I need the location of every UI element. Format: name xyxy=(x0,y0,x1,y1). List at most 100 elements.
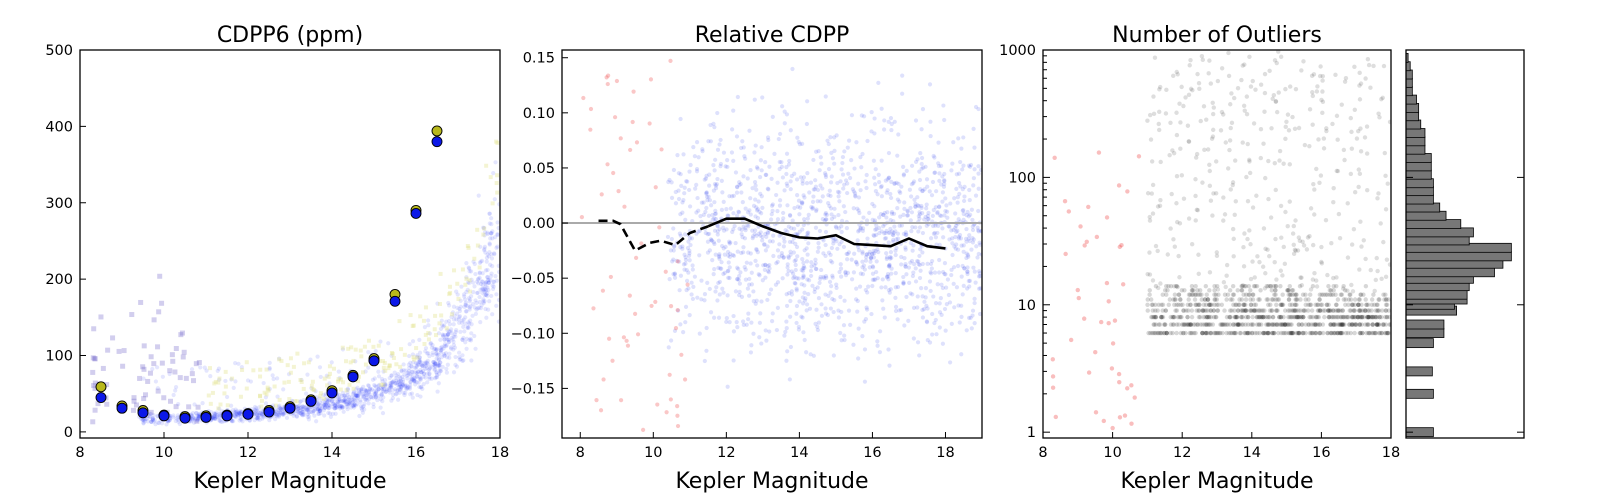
outliers-point xyxy=(1320,78,1325,83)
histogram-bar xyxy=(1405,338,1434,349)
cdpp6-scatter-point xyxy=(469,294,474,299)
outliers-point xyxy=(1287,162,1292,167)
cdpp6-scatter-point xyxy=(239,417,244,422)
cdpp6-scatter-point xyxy=(451,339,456,344)
cdpp6-scatter-point xyxy=(304,407,309,412)
cdpp6-scatter-point xyxy=(355,394,360,399)
relative-cdpp-point xyxy=(721,246,726,251)
outliers-point xyxy=(1264,283,1269,289)
outliers-point xyxy=(1379,330,1385,336)
cdpp6-scatter-point xyxy=(300,406,306,412)
cdpp6-scatter-point xyxy=(317,396,322,401)
outliers-point xyxy=(1171,150,1177,156)
outliers-point xyxy=(1338,330,1344,336)
cdpp6-scatter-point xyxy=(326,406,331,411)
outliers-point xyxy=(1254,193,1259,198)
relative-cdpp-point xyxy=(778,131,783,137)
relative-cdpp-point xyxy=(831,309,836,315)
outliers-point xyxy=(1244,174,1249,180)
outliers-point xyxy=(1193,302,1198,307)
relative-cdpp-point xyxy=(947,300,953,305)
outliers-point xyxy=(1379,96,1384,102)
cdpp6-yellow-point xyxy=(447,292,452,297)
cdpp6-yellow-point xyxy=(225,403,230,408)
outliers-point xyxy=(1274,322,1279,327)
cdpp6-scatter-point xyxy=(442,343,447,349)
relative-cdpp-point xyxy=(855,206,860,211)
outliers-point xyxy=(1188,322,1193,327)
cdpp6-scatter-point xyxy=(495,232,500,238)
relative-cdpp-point xyxy=(952,305,957,310)
relative-cdpp-point xyxy=(743,156,748,161)
relative-cdpp-point xyxy=(928,261,934,267)
relative-cdpp-point xyxy=(797,212,802,217)
cdpp6-scatter-point xyxy=(167,418,172,423)
relative-cdpp-point xyxy=(739,190,744,195)
cdpp6-scatter-point xyxy=(483,288,488,294)
cdpp6-scatter-point xyxy=(387,384,392,389)
cdpp6-scatter-point xyxy=(234,411,239,416)
relative-cdpp-point xyxy=(826,193,831,198)
outliers-point xyxy=(1358,308,1364,313)
outliers-point xyxy=(1242,330,1247,336)
cdpp6-scatter-point xyxy=(494,278,499,283)
outliers-point xyxy=(1350,314,1356,320)
relative-cdpp-point xyxy=(934,189,939,194)
cdpp6-scatter-point xyxy=(343,394,348,399)
cdpp6-scatter-point xyxy=(354,387,359,392)
cdpp6-scatter-point xyxy=(267,386,272,392)
cdpp6-yellow-point xyxy=(467,289,472,294)
outliers-point xyxy=(1294,314,1300,320)
outliers-point xyxy=(1308,206,1314,211)
cdpp6-scatter-point xyxy=(438,326,444,331)
outliers-point xyxy=(1269,308,1275,313)
outliers-point xyxy=(1280,292,1285,297)
outliers-point xyxy=(1358,292,1363,297)
outliers-point xyxy=(1313,322,1319,327)
cdpp6-scatter-point xyxy=(322,413,327,418)
relative-cdpp-point xyxy=(955,195,960,200)
relative-cdpp-faint-point xyxy=(599,192,604,197)
cdpp6-scatter-point xyxy=(467,280,472,286)
cdpp6-yellow-point xyxy=(344,388,349,393)
outliers-point xyxy=(1316,314,1322,320)
relative-cdpp-point xyxy=(692,274,697,279)
cdpp6-scatter-point xyxy=(426,362,431,367)
cdpp6-scatter-point xyxy=(493,160,498,165)
outliers-point xyxy=(1155,248,1160,254)
outliers-point xyxy=(1231,236,1236,242)
cdpp6-scatter-point xyxy=(267,365,272,371)
relative-cdpp-point xyxy=(786,255,791,260)
outliers-point xyxy=(1277,322,1282,327)
relative-cdpp-point xyxy=(962,198,967,204)
outliers-point xyxy=(1208,330,1214,336)
outliers-point xyxy=(1306,297,1311,302)
relative-cdpp-point xyxy=(800,141,805,147)
relative-cdpp-point xyxy=(959,274,964,279)
cdpp6-scatter-point xyxy=(347,402,352,407)
outliers-point xyxy=(1229,330,1234,336)
cdpp6-scatter-point xyxy=(192,402,197,407)
relative-cdpp-point xyxy=(861,114,867,119)
cdpp6-scatter-point xyxy=(332,405,338,411)
cdpp6-scatter-point xyxy=(442,332,447,338)
outliers-point xyxy=(1287,199,1292,204)
cdpp6-scatter-point xyxy=(467,307,472,312)
cdpp6-yellow-point xyxy=(293,399,298,404)
outliers-point xyxy=(1350,302,1356,307)
cdpp6-scatter-point xyxy=(364,389,369,394)
cdpp6-scatter-point xyxy=(351,390,356,395)
relative-cdpp-point xyxy=(840,218,845,223)
cdpp6-scatter-point xyxy=(310,410,315,415)
relative-cdpp-faint-point xyxy=(675,259,680,264)
relative-cdpp-point xyxy=(882,231,887,236)
cdpp6-scatter-point xyxy=(198,365,203,370)
relative-cdpp-point xyxy=(840,154,846,160)
outliers-point xyxy=(1264,322,1269,327)
outliers-point xyxy=(1202,147,1207,153)
relative-cdpp-point xyxy=(971,126,976,131)
outliers-point xyxy=(1333,322,1338,327)
cdpp6-scatter-point xyxy=(417,376,422,381)
outliers-point xyxy=(1320,110,1325,116)
